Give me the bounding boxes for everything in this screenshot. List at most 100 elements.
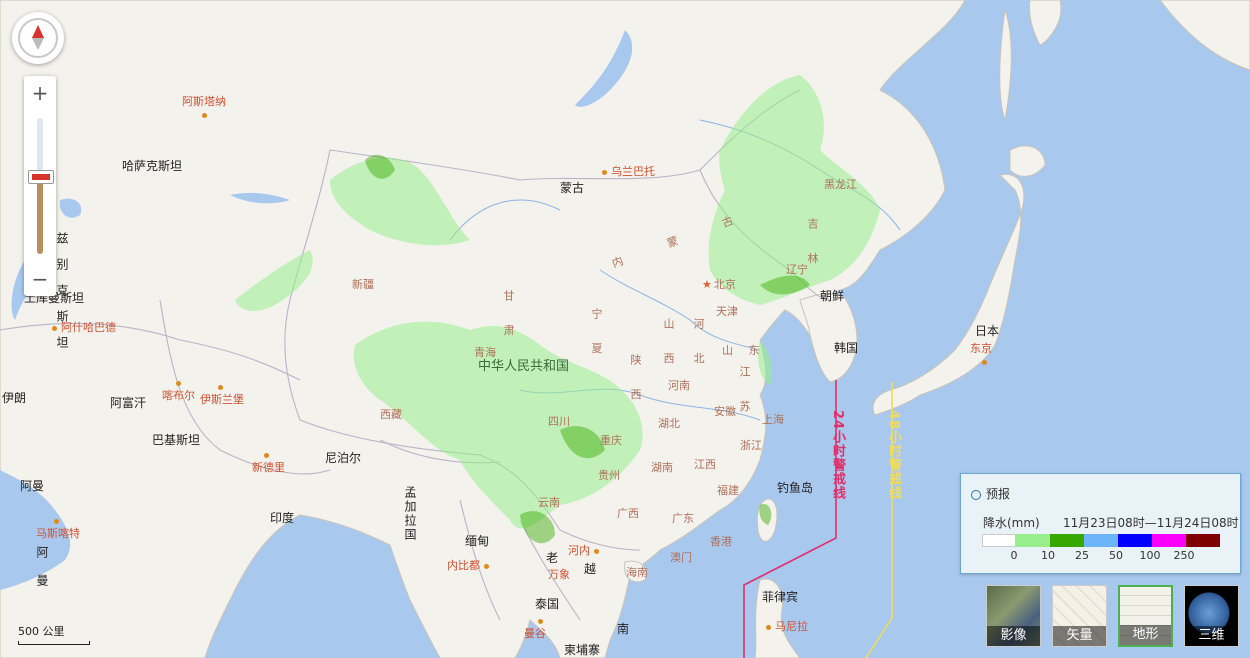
- city-manila: 马尼拉: [766, 620, 808, 633]
- legend-tick-label: 25: [1075, 549, 1089, 562]
- label-guangdong: 广东: [672, 512, 694, 525]
- label-pakistan: 巴基斯坦: [152, 433, 201, 447]
- layer-label: 影像: [987, 626, 1040, 646]
- label-hubei: 湖北: [658, 417, 680, 430]
- layer-label: 地形: [1120, 625, 1171, 645]
- city-islamabad: 伊斯兰堡: [200, 380, 244, 406]
- label-yunnan: 云南: [538, 496, 560, 509]
- label-nepal: 尼泊尔: [325, 451, 362, 465]
- warning-line-48h: [865, 382, 893, 658]
- city-newdelhi: 新德里: [252, 448, 285, 474]
- label-beijing-text: 北京: [713, 278, 736, 291]
- legend-swatch: [1118, 534, 1152, 547]
- scale-line: [18, 641, 90, 645]
- legend-header[interactable]: 预报: [971, 485, 1010, 502]
- label-hongkong: 香港: [710, 535, 732, 548]
- layer-vector-button[interactable]: 矢量: [1052, 585, 1107, 647]
- precip-moderate-area: [365, 154, 810, 544]
- city-ulaanbaatar-text: 乌兰巴托: [611, 165, 655, 178]
- scale-bar: 500 公里: [18, 623, 90, 645]
- legend-swatch: [1084, 534, 1118, 547]
- label-laos: 老: [546, 551, 559, 565]
- city-dot-icon: [538, 618, 543, 624]
- city-dot-icon: [982, 359, 987, 365]
- city-tokyo: 东京: [970, 342, 992, 368]
- legend-unit: 降水(mm): [983, 516, 1040, 530]
- compass-ring-icon[interactable]: [18, 18, 58, 58]
- legend-tick-label: 10: [1041, 549, 1055, 562]
- label-vietnam-2: 南: [617, 622, 630, 636]
- legend-swatch: [1152, 534, 1186, 547]
- label-sichuan: 四川: [548, 415, 570, 428]
- label-afghanistan: 阿富汗: [110, 396, 147, 410]
- label-henan: 河南: [668, 379, 690, 392]
- label-china: 中华人民共和国: [478, 359, 570, 374]
- city-vientiane-text: 万象: [548, 568, 570, 581]
- warning-label-48h: 48小时警戒线: [886, 410, 901, 501]
- label-jiangxi: 江西: [694, 458, 716, 471]
- label-heilongjiang: 黑龙江: [824, 178, 857, 191]
- korea-land: [799, 293, 858, 383]
- city-muscat-text: 马斯喀特: [36, 527, 80, 540]
- capital-star-icon: ★: [702, 278, 712, 291]
- city-ashgabat-text: 阿什哈巴德: [61, 321, 116, 334]
- label-oman: 阿曼: [20, 479, 45, 493]
- city-bangkok: 曼谷: [524, 614, 547, 640]
- label-iran: 伊朗: [2, 391, 27, 405]
- label-guangxi: 广西: [617, 507, 639, 520]
- japan-land: [872, 173, 1025, 416]
- city-vientiane: 万象: [548, 568, 570, 581]
- warning-label-24h: 24小时警戒线: [830, 410, 845, 501]
- legend-ticks: 0 10 25 50 100 250: [982, 549, 1242, 563]
- city-astana-text: 阿斯塔纳: [182, 95, 226, 108]
- label-kazakhstan: 哈萨克斯坦: [122, 159, 183, 173]
- label-fujian: 福建: [717, 484, 739, 497]
- label-south-korea: 韩国: [834, 341, 859, 355]
- philippines-land: [754, 578, 801, 658]
- compass-control[interactable]: [12, 12, 64, 64]
- city-muscat: 马斯喀特: [36, 514, 80, 540]
- label-jilin: 吉 林: [806, 218, 819, 274]
- city-dot-icon: [218, 384, 223, 390]
- zoom-slider-handle[interactable]: [28, 170, 54, 185]
- label-shanghai: 上海: [762, 413, 784, 426]
- city-islamabad-text: 伊斯兰堡: [200, 393, 244, 406]
- legend-tick-label: 250: [1173, 549, 1195, 562]
- city-dot-icon: [484, 563, 489, 569]
- compass-south-icon: [32, 38, 44, 50]
- label-north-korea: 朝鲜: [820, 289, 845, 303]
- label-philippines: 菲律宾: [762, 590, 799, 604]
- warning-line-24h: [743, 380, 837, 658]
- scale-label: 500 公里: [18, 625, 65, 638]
- legend-swatch: [1050, 534, 1084, 547]
- compass-north-icon: [32, 25, 44, 38]
- city-kabul: 喀布尔: [162, 376, 195, 402]
- zoom-in-button[interactable]: +: [31, 81, 49, 105]
- legend-color-bar: [982, 534, 1220, 547]
- label-ningxia: 宁 夏: [590, 308, 603, 364]
- legend-time-range: 11月23日08时—11月24日08时: [1063, 516, 1239, 530]
- label-qinghai: 青海: [474, 346, 496, 359]
- zoom-control: + −: [24, 76, 56, 296]
- label-macau: 澳门: [670, 551, 692, 564]
- label-mongolia: 蒙古: [560, 181, 585, 195]
- legend-swatch: [1186, 534, 1220, 547]
- city-ashgabat: 阿什哈巴德: [52, 321, 116, 334]
- layer-3d-button[interactable]: 三维: [1184, 585, 1239, 647]
- city-dot-icon: [52, 325, 57, 331]
- city-dot-icon: [176, 380, 181, 386]
- zoom-out-button[interactable]: −: [31, 267, 49, 291]
- city-naypyidaw: 内比都: [447, 559, 493, 572]
- layer-satellite-button[interactable]: 影像: [986, 585, 1041, 647]
- radio-circle-icon[interactable]: [971, 489, 981, 500]
- label-tianjin: 天津: [716, 305, 738, 318]
- city-naypyidaw-text: 内比都: [447, 559, 480, 572]
- legend-title: 预报: [986, 487, 1011, 501]
- layer-terrain-button[interactable]: 地形: [1118, 585, 1173, 647]
- zoom-level-fill: [37, 176, 43, 254]
- label-liaoning: 辽宁: [786, 263, 808, 276]
- label-diaoyu: 钓鱼岛: [777, 481, 814, 495]
- layer-label: 矢量: [1053, 626, 1106, 646]
- label-shandong: 山 东: [722, 344, 766, 357]
